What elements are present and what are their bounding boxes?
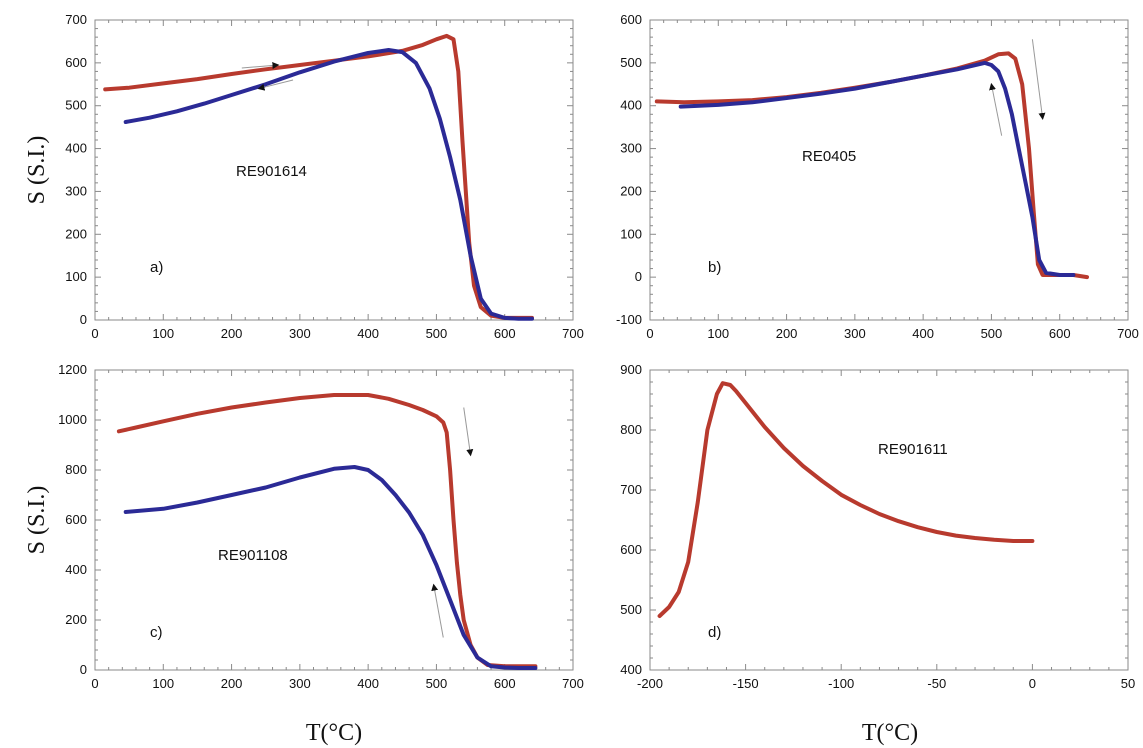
x-tick-label: 100	[152, 326, 174, 341]
y-tick-label: 0	[80, 662, 87, 677]
x-tick-label: 200	[776, 326, 798, 341]
y-tick-label: 200	[65, 226, 87, 241]
x-tick-label: 600	[1049, 326, 1071, 341]
x-tick-label: -200	[637, 676, 663, 691]
y-tick-label: 300	[620, 141, 642, 156]
x-tick-label: 700	[1117, 326, 1139, 341]
y-tick-label: 0	[80, 312, 87, 327]
y-tick-label: 200	[65, 612, 87, 627]
x-tick-label: 700	[562, 326, 584, 341]
x-tick-label: 0	[91, 676, 98, 691]
x-axis-title-left: T(°C)	[306, 720, 362, 746]
sample-label: RE901614	[236, 163, 307, 180]
y-tick-label: 400	[620, 662, 642, 677]
y-tick-label: 800	[620, 422, 642, 437]
direction-arrow	[431, 583, 444, 638]
direction-arrow	[463, 407, 474, 457]
x-tick-label: 300	[289, 326, 311, 341]
x-tick-label: -150	[733, 676, 759, 691]
y-tick-label: 400	[65, 141, 87, 156]
direction-arrow	[989, 82, 1003, 136]
x-tick-label: 200	[221, 326, 243, 341]
y-tick-label: 500	[620, 55, 642, 70]
x-tick-label: 50	[1121, 676, 1135, 691]
plot-frame	[649, 369, 1129, 671]
y-tick-label: 0	[635, 269, 642, 284]
y-tick-label: 1000	[58, 412, 87, 427]
y-tick-label: 400	[65, 562, 87, 577]
y-tick-label: 200	[620, 183, 642, 198]
x-tick-label: 0	[646, 326, 653, 341]
x-tick-label: 0	[1029, 676, 1036, 691]
y-tick-label: 100	[620, 226, 642, 241]
x-tick-label: 600	[494, 326, 516, 341]
plot-frame	[94, 19, 574, 321]
series-line-cooling	[123, 465, 538, 670]
panel-label: b)	[708, 259, 721, 276]
y-tick-label: 800	[65, 462, 87, 477]
x-tick-label: 0	[91, 326, 98, 341]
x-tick-label: 400	[357, 326, 379, 341]
x-tick-label: 500	[426, 326, 448, 341]
direction-arrow	[241, 61, 280, 69]
y-tick-label: 600	[620, 542, 642, 557]
panel-a: 0 100 200 300 400 500 600 700 0 100 200 300 400 500 60…	[65, 12, 584, 341]
x-tick-label: 100	[152, 676, 174, 691]
y-tick-label: 600	[65, 512, 87, 527]
x-tick-label: -100	[828, 676, 854, 691]
panel-c: 0 100 200 300 400 500 600 700 0 200 400 600 800 1000 1…	[58, 362, 584, 691]
x-tick-label: 400	[912, 326, 934, 341]
panel-label: d)	[708, 624, 721, 641]
series-line-cooling	[678, 60, 1076, 277]
panel-label: c)	[150, 624, 163, 641]
x-tick-label: 500	[426, 676, 448, 691]
plot-frame	[94, 369, 574, 671]
y-tick-label: 500	[620, 602, 642, 617]
x-tick-label: 200	[221, 676, 243, 691]
y-tick-label: 700	[620, 482, 642, 497]
direction-arrow	[257, 79, 294, 91]
y-tick-label: 600	[620, 12, 642, 27]
series-line-heating	[116, 393, 538, 669]
y-tick-label: 600	[65, 55, 87, 70]
series-line-heating	[657, 381, 1035, 618]
x-tick-label: 300	[289, 676, 311, 691]
x-tick-label: 100	[707, 326, 729, 341]
sample-label: RE0405	[802, 148, 856, 165]
y-axis-title-top: S (S.I.)	[24, 136, 50, 205]
x-tick-label: 400	[357, 676, 379, 691]
y-tick-label: 1200	[58, 362, 87, 377]
y-tick-label: 100	[65, 269, 87, 284]
sample-label: RE901611	[878, 441, 948, 458]
panel-b: 0 100 200 300 400 500 600 700 -100 0 100 200 300 400 5…	[616, 12, 1139, 341]
x-tick-label: 500	[981, 326, 1003, 341]
y-tick-label: 400	[620, 98, 642, 113]
panel-label: a)	[150, 259, 163, 276]
series-line-cooling	[123, 48, 534, 321]
y-tick-label: 700	[65, 12, 87, 27]
x-axis-title-right: T(°C)	[862, 720, 918, 746]
x-tick-label: 700	[562, 676, 584, 691]
series-line-heating	[103, 33, 534, 320]
y-tick-label: -100	[616, 312, 642, 327]
y-tick-label: 900	[620, 362, 642, 377]
plot-frame	[649, 19, 1129, 321]
y-axis-title-bottom: S (S.I.)	[24, 486, 50, 555]
x-tick-label: 600	[494, 676, 516, 691]
x-tick-label: 300	[844, 326, 866, 341]
sample-label: RE901108	[218, 547, 288, 564]
y-tick-label: 300	[65, 183, 87, 198]
y-tick-label: 500	[65, 98, 87, 113]
direction-arrow	[1031, 39, 1046, 120]
x-tick-label: -50	[927, 676, 946, 691]
panel-d: -200 -150 -100 -50 0 50 400 500 600 700 800 900 d) RE…	[620, 362, 1135, 691]
